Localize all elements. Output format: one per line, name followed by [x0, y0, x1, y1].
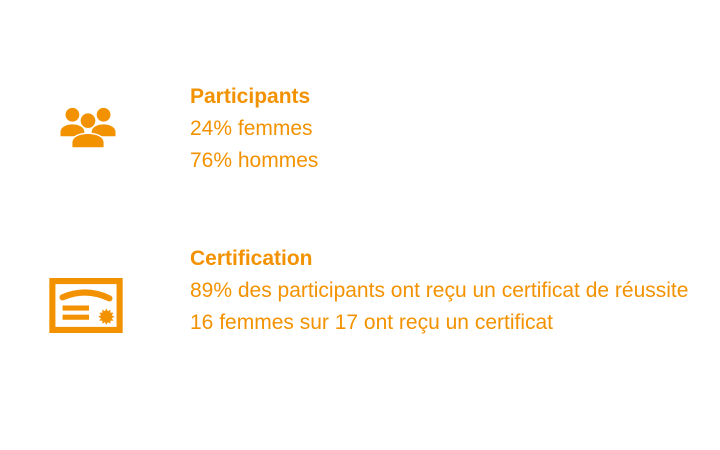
participants-title: Participants [190, 85, 311, 108]
certificate-icon [49, 278, 123, 333]
participants-text-block: Participants 24% femmes 76% hommes [190, 81, 690, 177]
certification-title: Certification [190, 247, 313, 270]
certification-text-block: Certification 89% des participants ont r… [190, 243, 690, 339]
certification-femmes-stat: 16 femmes sur 17 ont reçu un certificat [190, 311, 553, 334]
people-group-icon [58, 106, 118, 150]
participants-femmes-stat: 24% femmes [190, 117, 313, 140]
certification-rate-stat: 89% des participants ont reçu un certifi… [190, 279, 689, 302]
participants-hommes-stat: 76% hommes [190, 149, 319, 172]
